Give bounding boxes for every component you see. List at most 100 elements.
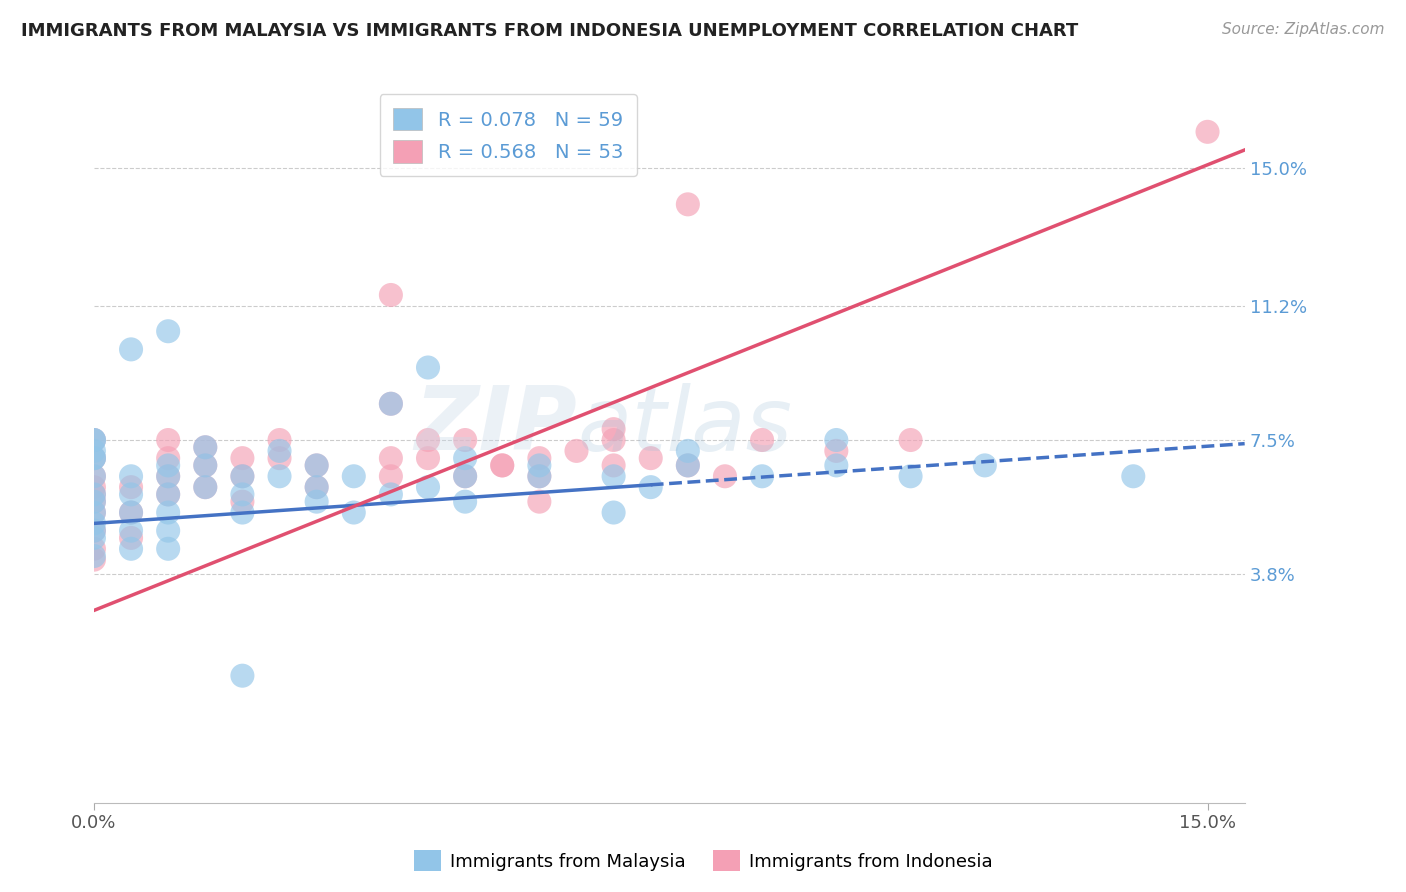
Point — [120, 531, 142, 545]
Point — [640, 480, 662, 494]
Point — [194, 480, 217, 494]
Point — [157, 469, 180, 483]
Point — [83, 524, 105, 538]
Text: IMMIGRANTS FROM MALAYSIA VS IMMIGRANTS FROM INDONESIA UNEMPLOYMENT CORRELATION C: IMMIGRANTS FROM MALAYSIA VS IMMIGRANTS F… — [21, 22, 1078, 40]
Point — [491, 458, 513, 473]
Point — [676, 458, 699, 473]
Point — [157, 506, 180, 520]
Point — [454, 433, 477, 447]
Point — [269, 451, 291, 466]
Point — [343, 506, 366, 520]
Point — [231, 506, 253, 520]
Point — [602, 469, 624, 483]
Point — [269, 469, 291, 483]
Point — [380, 451, 402, 466]
Point — [529, 451, 551, 466]
Point — [529, 469, 551, 483]
Point — [83, 516, 105, 531]
Point — [83, 487, 105, 501]
Point — [825, 443, 848, 458]
Point — [602, 506, 624, 520]
Point — [380, 288, 402, 302]
Point — [83, 506, 105, 520]
Point — [83, 487, 105, 501]
Point — [157, 324, 180, 338]
Point — [454, 451, 477, 466]
Point — [529, 458, 551, 473]
Point — [454, 469, 477, 483]
Point — [751, 433, 773, 447]
Point — [231, 451, 253, 466]
Point — [83, 433, 105, 447]
Point — [269, 443, 291, 458]
Point — [454, 494, 477, 508]
Point — [83, 443, 105, 458]
Point — [231, 469, 253, 483]
Legend: Immigrants from Malaysia, Immigrants from Indonesia: Immigrants from Malaysia, Immigrants fro… — [406, 843, 1000, 879]
Point — [83, 451, 105, 466]
Point — [900, 469, 922, 483]
Point — [231, 487, 253, 501]
Point — [157, 541, 180, 556]
Point — [676, 197, 699, 211]
Point — [83, 433, 105, 447]
Point — [416, 451, 439, 466]
Point — [83, 494, 105, 508]
Point — [83, 552, 105, 566]
Point — [83, 433, 105, 447]
Point — [454, 469, 477, 483]
Point — [751, 469, 773, 483]
Point — [83, 524, 105, 538]
Point — [157, 433, 180, 447]
Point — [380, 469, 402, 483]
Point — [194, 458, 217, 473]
Point — [157, 487, 180, 501]
Text: ZIP: ZIP — [415, 382, 578, 469]
Point — [157, 487, 180, 501]
Point — [305, 494, 328, 508]
Point — [120, 469, 142, 483]
Point — [416, 360, 439, 375]
Point — [231, 669, 253, 683]
Point — [83, 451, 105, 466]
Point — [83, 494, 105, 508]
Point — [120, 343, 142, 357]
Point — [380, 487, 402, 501]
Point — [83, 469, 105, 483]
Point — [83, 531, 105, 545]
Point — [120, 506, 142, 520]
Point — [825, 433, 848, 447]
Point — [602, 433, 624, 447]
Point — [194, 440, 217, 454]
Point — [602, 422, 624, 436]
Point — [157, 451, 180, 466]
Point — [120, 541, 142, 556]
Point — [194, 440, 217, 454]
Point — [416, 433, 439, 447]
Point — [231, 494, 253, 508]
Text: Source: ZipAtlas.com: Source: ZipAtlas.com — [1222, 22, 1385, 37]
Point — [157, 469, 180, 483]
Point — [157, 524, 180, 538]
Point — [380, 397, 402, 411]
Point — [269, 433, 291, 447]
Point — [83, 451, 105, 466]
Point — [640, 451, 662, 466]
Point — [529, 494, 551, 508]
Point — [305, 480, 328, 494]
Point — [120, 487, 142, 501]
Point — [157, 458, 180, 473]
Point — [305, 458, 328, 473]
Point — [120, 480, 142, 494]
Point — [83, 506, 105, 520]
Point — [825, 458, 848, 473]
Point — [900, 433, 922, 447]
Point — [676, 443, 699, 458]
Point — [1197, 125, 1219, 139]
Point — [676, 458, 699, 473]
Point — [231, 469, 253, 483]
Point — [83, 469, 105, 483]
Point — [194, 458, 217, 473]
Point — [305, 458, 328, 473]
Point — [714, 469, 737, 483]
